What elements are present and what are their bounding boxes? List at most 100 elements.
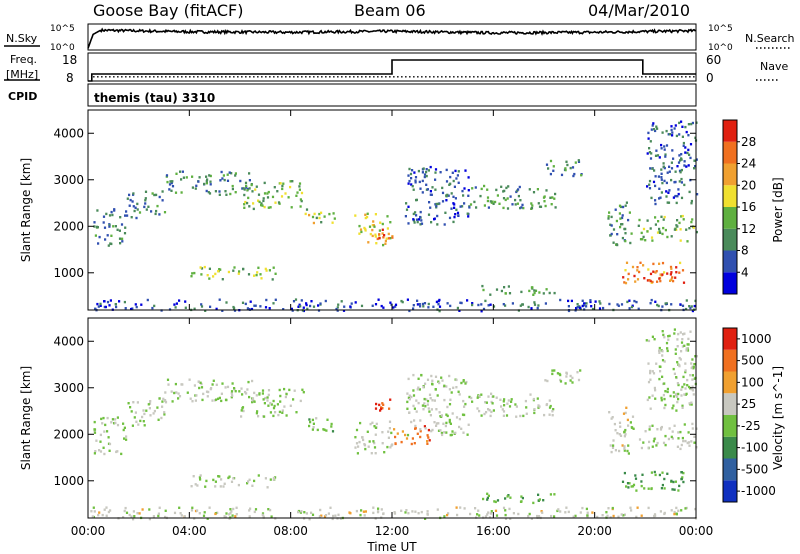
data-cell <box>432 305 435 308</box>
data-cell <box>467 423 470 426</box>
data-cell <box>628 482 631 485</box>
data-cell <box>669 273 672 276</box>
data-cell <box>661 375 664 378</box>
data-cell <box>407 222 410 225</box>
data-cell <box>694 507 697 511</box>
data-cell <box>609 516 612 519</box>
data-cell <box>624 281 628 285</box>
data-cell <box>670 509 673 512</box>
data-cell <box>243 206 246 209</box>
data-cell <box>683 423 686 426</box>
data-cell <box>660 396 663 400</box>
data-cell <box>679 358 682 361</box>
data-cell <box>108 214 112 217</box>
data-cell <box>612 241 615 244</box>
data-cell <box>653 470 656 474</box>
data-cell <box>231 394 234 397</box>
data-cell <box>507 399 510 402</box>
data-cell <box>506 402 509 405</box>
data-cell <box>244 390 247 394</box>
data-cell <box>638 270 641 274</box>
data-cell <box>199 478 202 481</box>
data-cell <box>234 390 237 393</box>
data-cell <box>658 346 661 350</box>
data-cell <box>649 279 652 283</box>
data-cell <box>401 300 404 304</box>
data-cell <box>688 385 691 389</box>
data-cell <box>675 266 678 269</box>
data-cell <box>386 227 389 230</box>
data-cell <box>423 302 427 305</box>
data-cell <box>115 305 118 309</box>
data-cell <box>450 192 453 195</box>
data-cell <box>246 388 249 391</box>
data-cell <box>95 439 98 442</box>
y-tick-label: 2000 <box>53 219 84 233</box>
data-cell <box>620 513 623 516</box>
data-cell <box>585 305 588 308</box>
data-cell <box>248 205 251 208</box>
data-cell <box>102 215 106 218</box>
data-cell <box>663 148 666 151</box>
data-cell <box>612 444 615 447</box>
data-cell <box>656 231 660 234</box>
data-cell <box>242 267 245 271</box>
data-cell <box>660 147 663 150</box>
data-cell <box>394 303 398 306</box>
data-cell <box>460 427 463 430</box>
data-cell <box>677 489 680 492</box>
data-cell <box>450 391 453 394</box>
data-cell <box>109 299 112 302</box>
data-cell <box>388 407 391 410</box>
data-cell <box>680 471 683 474</box>
data-cell <box>130 307 133 311</box>
data-cell <box>636 266 639 269</box>
colorbar-swatch <box>723 250 737 273</box>
data-cell <box>678 121 681 125</box>
freq-tick-top: 18 <box>62 53 77 67</box>
data-cell <box>428 439 431 442</box>
data-cell <box>519 500 523 503</box>
data-cell <box>195 184 198 187</box>
data-cell <box>648 179 652 183</box>
data-cell <box>553 197 556 200</box>
data-cell <box>430 221 433 224</box>
data-cell <box>289 185 292 189</box>
data-cell <box>234 172 237 175</box>
data-cell <box>205 182 208 185</box>
data-cell <box>639 261 642 264</box>
data-cell <box>94 307 97 310</box>
data-cell <box>173 391 176 395</box>
data-cell <box>312 221 315 225</box>
data-cell <box>693 167 696 170</box>
data-cell <box>681 214 684 218</box>
data-cell <box>651 239 654 242</box>
data-cell <box>502 400 505 403</box>
data-cell <box>135 216 138 220</box>
data-cell <box>178 395 182 398</box>
data-cell <box>290 307 293 311</box>
data-cell <box>456 211 460 215</box>
data-cell <box>240 387 243 390</box>
data-cell <box>451 412 454 415</box>
data-cell <box>182 176 185 179</box>
data-cell <box>691 385 694 388</box>
data-cell <box>441 200 445 203</box>
data-cell <box>656 303 659 307</box>
data-cell <box>478 409 481 413</box>
data-cell <box>445 199 448 202</box>
colorbar-tick-label: 16 <box>741 200 756 214</box>
data-cell <box>694 355 697 358</box>
data-cell <box>354 446 357 449</box>
data-cell <box>419 430 422 433</box>
data-cell <box>228 513 231 516</box>
data-cell <box>412 212 415 216</box>
data-cell <box>363 514 366 517</box>
data-cell <box>263 415 266 418</box>
data-cell <box>627 272 630 276</box>
data-cell <box>334 514 337 517</box>
data-cell <box>254 304 257 307</box>
data-cell <box>468 395 471 399</box>
data-cell <box>381 402 384 405</box>
data-cell <box>218 190 221 193</box>
